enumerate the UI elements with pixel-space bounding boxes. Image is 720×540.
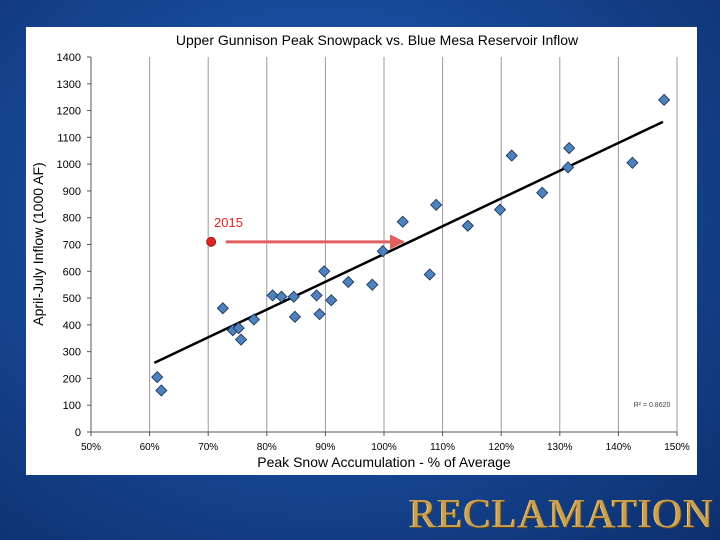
annotation-2015-label: 2015 — [214, 215, 243, 230]
data-point-diamond — [561, 161, 575, 174]
y-tick-label: 1000 — [57, 159, 81, 171]
data-point-diamond — [318, 265, 331, 278]
y-tick-label: 200 — [63, 373, 81, 385]
data-point-diamond — [461, 219, 474, 232]
data-point-diamond — [563, 141, 576, 155]
data-point-diamond — [234, 333, 248, 346]
annotations: 2015 — [214, 215, 405, 250]
y-axis-title: April-July Inflow (1000 AF) — [30, 162, 46, 325]
data-point-diamond — [287, 290, 300, 303]
x-tick-label: 110% — [430, 442, 455, 453]
data-point-diamond — [657, 93, 671, 106]
data-point-diamond — [430, 198, 443, 211]
y-tick-label: 1200 — [57, 106, 81, 118]
data-point-diamond — [275, 290, 288, 303]
y-tick-label: 1400 — [57, 52, 81, 64]
y-tick-label: 800 — [63, 213, 81, 225]
data-point-diamond — [505, 149, 518, 162]
data-point-diamond — [423, 268, 436, 281]
x-tick-label: 140% — [606, 442, 632, 453]
y-tick-label: 1100 — [57, 132, 81, 144]
data-point-diamond — [626, 156, 639, 169]
x-tick-label: 50% — [81, 442, 101, 453]
y-tick-label: 500 — [63, 293, 81, 305]
data-point-diamond — [310, 289, 323, 302]
data-point-diamond — [325, 294, 338, 307]
data-point-diamond — [216, 302, 229, 315]
data-point-diamond — [493, 203, 507, 216]
data-point-2015 — [206, 236, 217, 247]
data-point-diamond — [288, 310, 302, 323]
chart-title: Upper Gunnison Peak Snowpack vs. Blue Me… — [176, 32, 579, 48]
data-point-diamond — [247, 313, 261, 326]
data-point-diamond — [155, 384, 168, 397]
y-tick-label: 400 — [63, 320, 81, 332]
data-point-diamond — [376, 245, 389, 258]
data-point-diamond — [536, 186, 549, 199]
y-tick-label: 1300 — [57, 79, 81, 91]
chart-panel: 50% 60% 70% 80% 90% 100% 110% 120% 130% 140% 150% 0… — [26, 27, 697, 475]
x-tick-label: 120% — [488, 442, 514, 453]
data-point-diamond — [313, 308, 326, 321]
x-tick-label: 90% — [315, 442, 335, 453]
data-point-diamond — [151, 370, 164, 384]
y-tick-label: 600 — [63, 266, 81, 278]
x-tick-label: 100% — [371, 442, 397, 453]
scatter-chart: 50% 60% 70% 80% 90% 100% 110% 120% 130% 140% 150% 0… — [30, 32, 690, 470]
data-point-diamond — [266, 289, 279, 302]
data-point-diamond — [396, 215, 409, 228]
data-point-diamond — [232, 321, 245, 335]
y-tick-label: 100 — [63, 400, 81, 412]
data-points — [151, 93, 671, 397]
x-tick-label: 70% — [198, 442, 218, 453]
x-tick-label: 60% — [140, 442, 160, 453]
x-tick-label: 80% — [257, 442, 277, 453]
data-point-diamond — [342, 275, 355, 289]
axis-ticks: 50% 60% 70% 80% 90% 100% 110% 120% 130% 140% 150% 0… — [57, 52, 690, 453]
y-tick-label: 900 — [63, 186, 81, 198]
y-tick-label: 0 — [75, 427, 81, 439]
reclamation-logo: RECLAMATION — [409, 490, 714, 536]
y-tick-label: 300 — [63, 347, 81, 359]
data-point-diamond — [366, 278, 379, 291]
r-squared-label: R² = 0.8620 — [634, 402, 671, 409]
x-axis-title: Peak Snow Accumulation - % of Average — [257, 454, 511, 470]
x-tick-label: 150% — [664, 442, 690, 453]
y-tick-label: 700 — [63, 240, 81, 252]
x-tick-label: 130% — [547, 442, 573, 453]
